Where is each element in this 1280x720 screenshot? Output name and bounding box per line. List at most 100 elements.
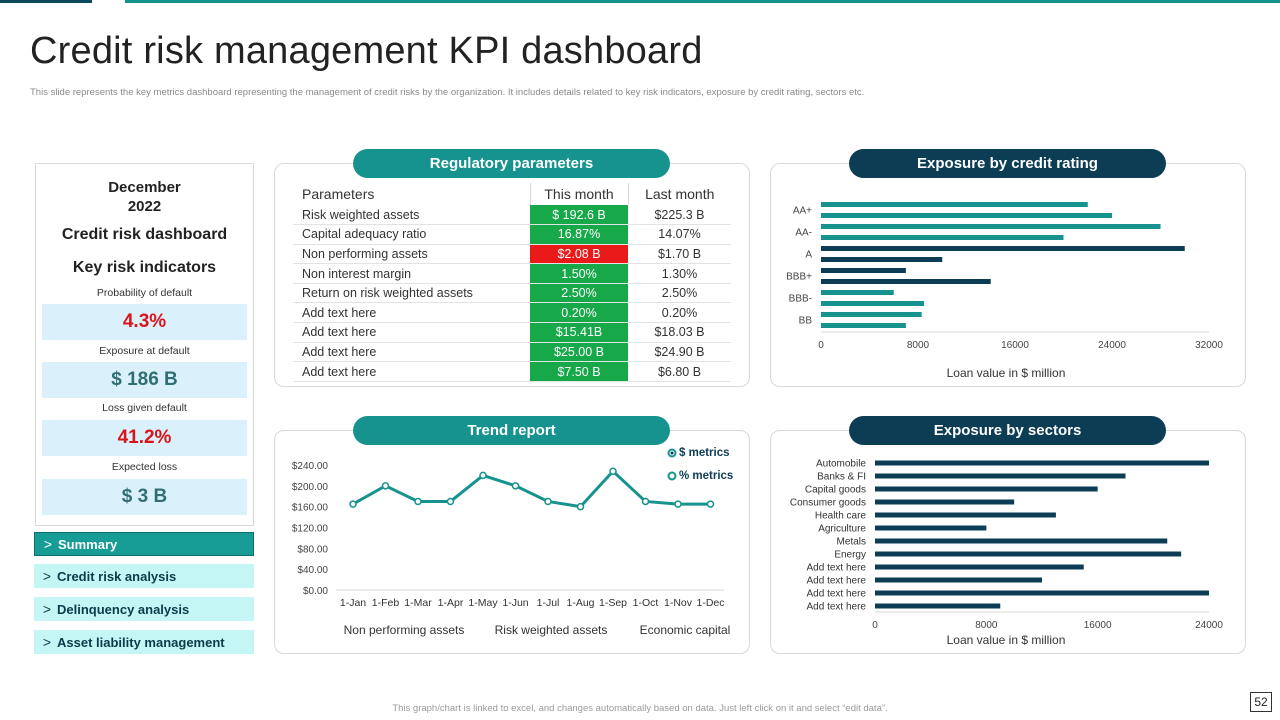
chevron-right-icon: > <box>42 601 52 617</box>
sector-bar <box>875 486 1098 492</box>
table-row: Non performing assets $2.08 B $1.70 B <box>293 244 731 265</box>
rating-tick-label: BBB+ <box>786 272 812 283</box>
trend-point <box>706 500 715 508</box>
legend-label: $ metrics <box>679 447 730 459</box>
nav-alm-button[interactable]: > Asset liability management <box>34 630 254 654</box>
y-tick-label: $160.00 <box>292 503 329 514</box>
cell-parameter: Capital adequacy ratio <box>293 224 530 245</box>
y-tick-label: $80.00 <box>297 544 328 555</box>
cell-parameter: Non performing assets <box>293 244 530 265</box>
sector-bar <box>875 512 1056 518</box>
trend-point <box>414 497 422 506</box>
sector-bar <box>875 564 1084 570</box>
credit-rating-panel <box>770 163 1246 387</box>
top-accent-dark <box>0 0 92 3</box>
trend-point <box>576 502 585 511</box>
bottom-label: Risk weighted assets <box>495 623 608 637</box>
trend-chart: $0.00 $40.00 $80.00 $120.00 $160.00 $200.00 $2… <box>292 447 734 637</box>
sectors-chart: Automobile Banks & FI Capital goods Consume… <box>790 459 1223 648</box>
y-tick-label: $120.00 <box>292 524 329 535</box>
nav-label: Credit risk analysis <box>57 568 177 584</box>
credit-rating-title: Exposure by credit rating <box>849 149 1166 178</box>
rating-bar <box>821 301 925 306</box>
table-row: Add text here $15.41B $18.03 B <box>293 322 731 343</box>
footnote: This graph/chart is linked to excel, and… <box>392 703 888 714</box>
sector-label: Consumer goods <box>790 498 866 509</box>
table-header-row: Parameters This month Last month <box>293 183 731 205</box>
bottom-label: Economic capital <box>640 623 731 637</box>
cell-this-month: 2.50% <box>530 283 628 304</box>
chevron-right-icon: > <box>42 568 52 584</box>
cell-last-month: $6.80 B <box>628 361 731 382</box>
sector-label: Health care <box>815 511 867 522</box>
x-tick-label: 1-Aug <box>566 597 594 609</box>
kpi-date-year: 2022 <box>127 198 162 215</box>
rating-bar <box>821 312 922 317</box>
kpi-card: December 2022 Credit risk dashboard Key … <box>35 163 254 526</box>
table-row: Risk weighted assets $ 192.6 B $225.3 B <box>293 205 731 226</box>
cell-parameter: Non interest margin <box>293 263 530 284</box>
nav-credit-risk-button[interactable]: > Credit risk analysis <box>34 564 254 588</box>
cell-this-month: 16.87% <box>530 224 628 245</box>
cell-this-month: 0.20% <box>530 302 628 324</box>
sector-label: Add text here <box>807 576 867 587</box>
legend-marker-dot <box>670 451 674 455</box>
x-tick-label: 16000 <box>1084 620 1112 631</box>
x-tick-label: 0 <box>818 340 824 351</box>
cell-this-month: $ 192.6 B <box>530 205 628 226</box>
rating-bar <box>821 202 1088 207</box>
cell-last-month: 1.30% <box>628 263 731 284</box>
metric-label-lgd: Loss given default <box>102 402 187 414</box>
cell-parameter: Add text here <box>293 361 530 382</box>
sector-bar <box>875 577 1042 583</box>
cell-last-month: $225.3 B <box>628 205 731 226</box>
x-tick-label: 8000 <box>907 340 930 351</box>
sector-label: Energy <box>834 550 866 561</box>
x-tick-label: 1-Jun <box>502 597 528 609</box>
metric-value-lgd: 41.2% <box>42 420 247 456</box>
table-row: Return on risk weighted assets 2.50% 2.50% <box>293 283 731 304</box>
sector-bar <box>875 590 1209 596</box>
nav-label: Summary <box>58 536 118 552</box>
nav-summary-button[interactable]: > Summary <box>34 532 254 556</box>
x-tick-label: 1-Mar <box>404 597 432 609</box>
rating-bar <box>821 224 1161 229</box>
rating-tick-label: BB <box>799 316 813 327</box>
sector-bar <box>875 603 1001 609</box>
cell-this-month: $15.41B <box>530 322 628 343</box>
x-tick-label: 1-Sep <box>599 597 627 609</box>
rating-bar <box>821 290 894 295</box>
cell-parameter: Return on risk weighted assets <box>293 283 530 304</box>
cell-this-month: $25.00 B <box>530 342 628 363</box>
sector-bar <box>875 499 1015 505</box>
kpi-section-title: Key risk indicators <box>72 259 217 276</box>
metric-label-el: Expected loss <box>111 461 178 473</box>
chevron-right-icon: > <box>43 536 53 552</box>
nav-label: Asset liability management <box>57 634 225 650</box>
x-tick-label: 1-Apr <box>438 597 464 609</box>
rating-bar <box>821 323 906 328</box>
cell-this-month: 1.50% <box>530 263 628 284</box>
col-parameters: Parameters <box>293 183 531 205</box>
trend-point <box>479 471 487 480</box>
metric-label-pd: Probability of default <box>96 287 193 299</box>
rating-bar <box>821 213 1112 218</box>
x-tick-label: 1-Nov <box>664 597 693 609</box>
legend-label: % metrics <box>679 470 733 482</box>
trend-point <box>381 482 390 490</box>
x-axis-title: Loan value in $ million <box>947 366 1066 380</box>
trend-title: Trend report <box>353 416 670 445</box>
sector-label: Automobile <box>816 459 866 470</box>
sector-label: Capital goods <box>805 485 866 496</box>
rating-tick-label: AA- <box>795 228 812 239</box>
nav-delinquency-button[interactable]: > Delinquency analysis <box>34 597 254 621</box>
nav-label: Delinquency analysis <box>57 601 190 617</box>
metric-value-pd: 4.3% <box>42 304 247 340</box>
sector-bar <box>875 551 1182 557</box>
y-tick-label: $200.00 <box>292 482 329 493</box>
cell-last-month: $1.70 B <box>628 244 731 265</box>
x-tick-label: 32000 <box>1195 340 1223 351</box>
cell-last-month: $24.90 B <box>628 342 731 363</box>
sector-bar <box>875 460 1209 466</box>
rating-tick-label: BBB- <box>789 294 812 305</box>
